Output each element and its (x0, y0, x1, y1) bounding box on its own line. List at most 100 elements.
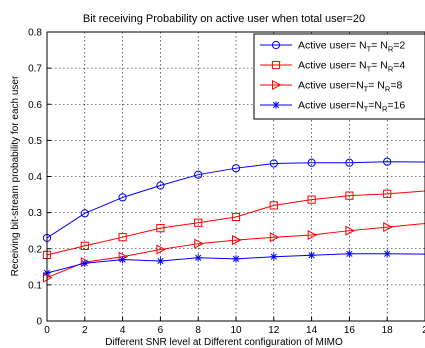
data-point (345, 191, 354, 200)
data-point (307, 195, 316, 204)
legend-item: Active user=NT=NR=16 (260, 100, 405, 114)
data-point (307, 158, 316, 167)
data-point-stroke (270, 253, 277, 260)
y-tick-label: 0.8 (28, 28, 42, 39)
data-point (345, 158, 354, 167)
x-tick-label: 18 (382, 325, 394, 336)
y-tick-label: 0.4 (28, 172, 42, 183)
data-point (383, 222, 393, 233)
legend-label-part: Active user=N (298, 100, 364, 112)
legend-label-part: Active user= N (298, 60, 367, 72)
data-point (345, 250, 354, 258)
data-point (269, 232, 280, 243)
data-point (232, 235, 242, 246)
x-axis-title: Different SNR level at Different configu… (105, 337, 343, 348)
legend-label-part: = N (368, 80, 385, 92)
data-point (118, 233, 127, 242)
data-point (194, 238, 204, 249)
y-tick-label: 0.6 (28, 100, 42, 111)
legend-label-part: T (364, 105, 369, 114)
y-tick-label: 0.1 (28, 280, 42, 291)
data-point (118, 255, 127, 264)
x-tick-label: 10 (230, 325, 242, 336)
data-point (194, 218, 203, 227)
x-tick-label: 0 (44, 325, 50, 336)
data-point (345, 225, 355, 236)
data-point (383, 157, 392, 166)
legend-label-part: T (367, 45, 372, 54)
data-point (231, 212, 241, 222)
data-point-stroke (195, 254, 202, 261)
data-point (307, 251, 316, 260)
data-point (270, 252, 278, 261)
data-point (80, 241, 89, 250)
x-tick-label: 14 (306, 325, 318, 336)
data-point (156, 257, 165, 265)
legend-item: Active user= NT= NR=2 (260, 40, 405, 54)
data-point (80, 209, 89, 218)
x-tick-label: 2 (422, 325, 425, 336)
legend-label-part: =4 (393, 60, 405, 72)
axis-ticks: 024681012141618200.10.20.30.40.50.60.70.… (28, 28, 425, 336)
x-tick-label: 4 (120, 325, 126, 336)
data-point-stroke (346, 250, 353, 257)
legend-swatch-marker-stroke (272, 101, 280, 109)
data-point (269, 159, 278, 168)
legend-swatch-marker (271, 60, 281, 70)
series-line (46, 161, 425, 239)
data-point-stroke (384, 250, 391, 257)
legend-label: Active user=NT=NR=16 (298, 100, 405, 114)
x-tick-label: 2 (82, 325, 88, 336)
legend-label: Active user= NT= NR=4 (298, 60, 405, 74)
data-point-stroke (157, 257, 164, 265)
data-point-stroke (232, 255, 240, 262)
legend-swatch-marker (272, 79, 282, 91)
data-point (383, 250, 391, 258)
x-tick-label: 16 (344, 325, 356, 336)
data-point-stroke (119, 256, 126, 263)
y-axis-title: Receiving bit-stream probability for eac… (10, 75, 21, 276)
legend-label-part: Active user=N (298, 80, 364, 92)
x-tick-label: 8 (195, 325, 201, 336)
data-point (383, 189, 392, 198)
legend-swatch-marker (271, 40, 281, 50)
legend-label-part: =8 (390, 80, 402, 92)
data-point (194, 253, 202, 262)
legend-label-part: T (367, 65, 372, 74)
legend-label-part: R (382, 105, 388, 114)
y-tick-label: 0 (36, 317, 42, 328)
data-point (307, 229, 318, 241)
legend-item: Active user=NT= NR=8 (260, 80, 402, 94)
legend-label: Active user=NT= NR=8 (298, 80, 402, 94)
legend-label-part: Active user= N (298, 40, 367, 52)
series-line (46, 190, 425, 256)
legend-label-part: R (388, 45, 394, 54)
data-point (81, 259, 89, 267)
y-tick-label: 0.5 (28, 136, 42, 147)
x-tick-label: 12 (268, 325, 280, 336)
series-4 (43, 250, 425, 277)
data-point (156, 181, 165, 190)
data-point (194, 170, 203, 179)
chart-title: Bit receiving Probability on active user… (83, 13, 365, 25)
legend-label-part: R (388, 65, 394, 74)
legend-label-part: R (385, 85, 391, 94)
data-point (232, 255, 240, 263)
legend-label-part: =2 (393, 40, 405, 52)
legend-swatch-marker (272, 101, 280, 109)
y-tick-label: 0.3 (28, 208, 42, 219)
legend-label-part: T (364, 85, 369, 94)
series-layer (42, 157, 425, 283)
y-tick-label: 0.7 (28, 64, 42, 75)
y-tick-label: 0.2 (28, 244, 42, 255)
x-tick-label: 6 (158, 325, 164, 336)
data-point (231, 164, 241, 173)
legend-label-part: = N (371, 40, 388, 52)
data-point-stroke (81, 260, 88, 267)
data-point (269, 201, 278, 210)
data-point (156, 244, 166, 255)
legend-label: Active user= NT= NR=2 (298, 40, 405, 54)
legend-label-part: = N (371, 60, 388, 72)
